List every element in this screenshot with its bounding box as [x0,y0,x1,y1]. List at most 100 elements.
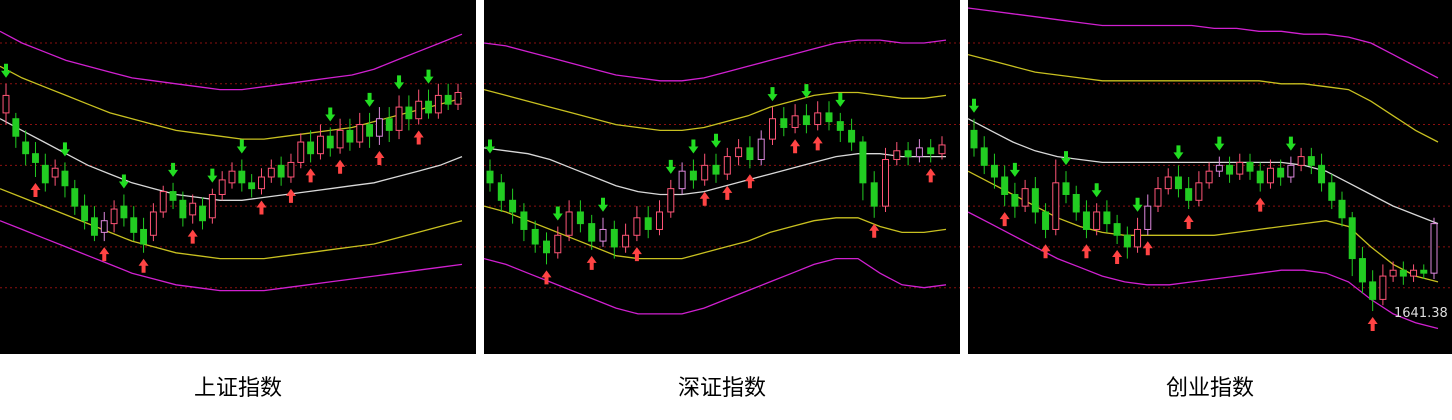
candle-body [297,141,305,163]
chart-chinext-svg: 1641.38 [968,7,1452,332]
sell-signal-arrow [767,87,778,102]
candle-body [610,228,618,248]
candle-body [870,182,878,207]
candle-body [454,92,462,105]
candle-body [1021,188,1029,207]
middle-band-line [0,118,463,201]
candle-body [287,161,295,178]
sell-signal-arrow [1285,136,1296,151]
buy-signal-arrow [631,247,642,262]
candle-body [757,138,765,161]
buy-signal-arrow [1367,317,1378,332]
sell-signal-arrow [364,92,375,107]
candle-body [267,167,275,178]
chart-panel-chinext: 1641.38 [968,0,1452,354]
buy-signal-arrow [790,139,801,154]
candle-body [218,179,226,195]
candle-body [425,100,432,114]
candle-body [228,170,236,184]
candle-body [678,170,686,190]
candle-body [405,106,413,120]
candle-body [689,170,697,181]
candle-body [1072,193,1080,213]
candle-body [100,220,108,233]
chart-shenzhen-svg [484,39,960,315]
candle-body [1001,176,1009,195]
candle-body [208,193,216,219]
buy-signal-arrow [541,270,552,285]
outer-upper-band-line [0,30,463,91]
outer-lower-band-line [484,257,947,315]
inner-upper-band-line [968,53,1439,143]
candle-body [1144,205,1152,230]
candle-body [1103,211,1111,225]
buy-signal-arrow [256,200,267,215]
candle-body [258,176,265,190]
candle-body [71,188,79,207]
candle-body [277,164,285,178]
candle-body [189,202,197,216]
candle-body [904,150,912,158]
candle-body [1052,182,1060,230]
candle-body [316,135,324,155]
candle-body [120,205,128,219]
middle-band-line [484,147,946,196]
buy-signal-arrow [586,255,597,270]
sell-signal-arrow [485,139,495,154]
sell-signal-arrow [423,69,434,84]
candle-body [915,147,923,158]
candle-body [1062,182,1070,195]
chart-caption-shenzhen: 深证指数 [677,376,766,401]
sell-signal-arrow [552,206,563,221]
candle-body [825,112,833,123]
candle-body [1410,269,1418,277]
inner-lower-band-line [0,188,463,260]
candle-body [366,124,374,137]
candle-body [486,170,494,184]
buy-signal-arrow [1183,215,1194,230]
candle-body [520,211,528,230]
candle-body [385,118,393,131]
buy-signal-arrow [1040,244,1051,259]
candle-body [1328,182,1336,201]
candle-body [149,211,157,236]
buy-signal-arrow [1142,241,1153,256]
candle-body [633,217,641,236]
candle-body [51,167,59,178]
sell-signal-arrow [1173,145,1184,160]
candle-body [130,217,138,233]
sell-signal-arrow [1061,151,1071,166]
candle-body [159,191,167,213]
sell-signal-arrow [168,162,179,177]
candle-body [415,100,423,120]
chart-caption-chinext: 创业指数 [1165,376,1254,401]
candle-body [814,112,822,126]
candle-body [656,211,663,230]
candle-body [1318,164,1326,184]
candle-body [81,205,89,222]
candle-body [882,159,889,207]
candle-body [1420,269,1428,274]
candle-body [1134,228,1142,248]
buy-signal-arrow [335,159,346,174]
candle-body [1164,176,1172,190]
candle-body [1154,188,1162,207]
candle-body [543,240,550,254]
buy-signal-arrow [30,183,41,197]
buy-signal-arrow [1255,197,1266,212]
candle-body [859,141,867,184]
chart-shanghai-svg [0,30,476,292]
outer-upper-band-line [484,39,947,82]
candle-body [746,147,754,161]
candle-body [712,164,720,175]
candle-body [336,129,344,149]
buy-signal-arrow [699,191,710,206]
candle-body [326,135,334,149]
candle-body [1277,167,1285,178]
candle-body [169,191,177,201]
candle-body [565,211,573,236]
candle-body [927,147,935,155]
middle-band-line [968,118,1439,225]
sell-signal-arrow [969,98,979,113]
candle-body [444,94,452,105]
